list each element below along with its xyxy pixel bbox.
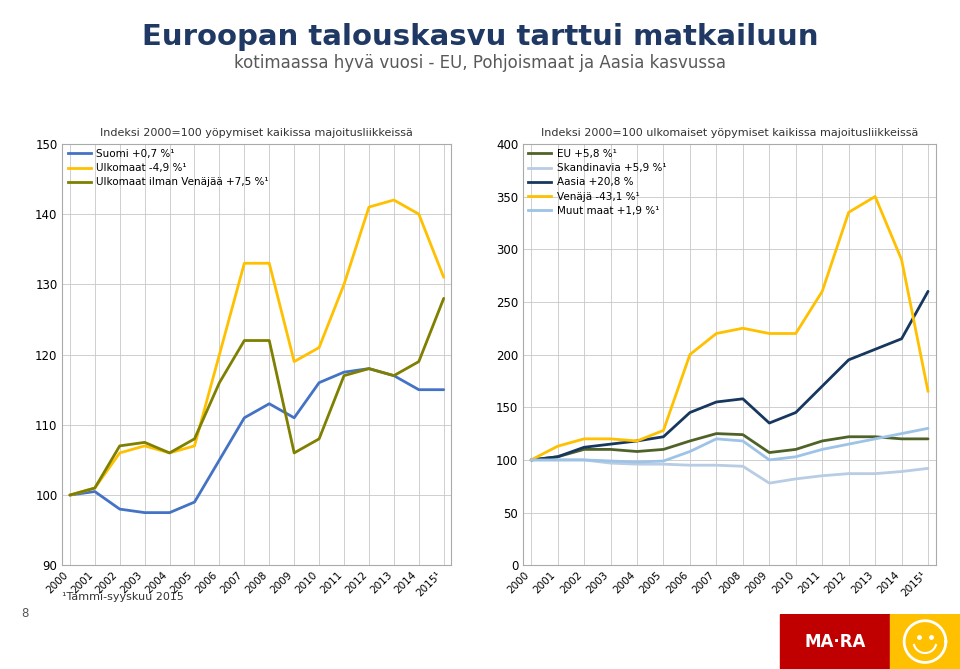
Text: TYÖTÄ JA HYVINVOINTIA KOKO SUOMEEN: TYÖTÄ JA HYVINVOINTIA KOKO SUOMEEN — [344, 626, 616, 641]
Text: Lähde:: Lähde: — [10, 634, 50, 644]
Bar — [890, 614, 960, 669]
Text: 8: 8 — [21, 607, 29, 619]
Title: Indeksi 2000=100 ulkomaiset yöpymiset kaikissa majoitusliikkeissä: Indeksi 2000=100 ulkomaiset yöpymiset ka… — [540, 128, 919, 138]
Text: Euroopan talouskasvu tarttui matkailuun: Euroopan talouskasvu tarttui matkailuun — [142, 23, 818, 52]
Text: ¹Tammi-syyskuu 2015: ¹Tammi-syyskuu 2015 — [62, 592, 184, 602]
Text: Matkailu- ja Ravintolapalvelut MaRa ry: Matkailu- ja Ravintolapalvelut MaRa ry — [386, 649, 574, 659]
Legend: Suomi +0,7 %¹, Ulkomaat -4,9 %¹, Ulkomaat ilman Venäjää +7,5 %¹: Suomi +0,7 %¹, Ulkomaat -4,9 %¹, Ulkomaa… — [67, 149, 269, 187]
Title: Indeksi 2000=100 yöpymiset kaikissa majoitusliikkeissä: Indeksi 2000=100 yöpymiset kaikissa majo… — [101, 128, 413, 138]
Text: Tilastokeskus, majoitustilasto: Tilastokeskus, majoitustilasto — [48, 634, 202, 644]
Bar — [780, 614, 890, 669]
Legend: EU +5,8 %¹, Skandinavia +5,9 %¹, Aasia +20,8 %, Venäjä -43,1 %¹, Muut maat +1,9 : EU +5,8 %¹, Skandinavia +5,9 %¹, Aasia +… — [528, 149, 666, 215]
Text: kotimaassa hyvä vuosi - EU, Pohjoismaat ja Aasia kasvussa: kotimaassa hyvä vuosi - EU, Pohjoismaat … — [234, 54, 726, 72]
Text: MA·RA: MA·RA — [804, 633, 866, 650]
